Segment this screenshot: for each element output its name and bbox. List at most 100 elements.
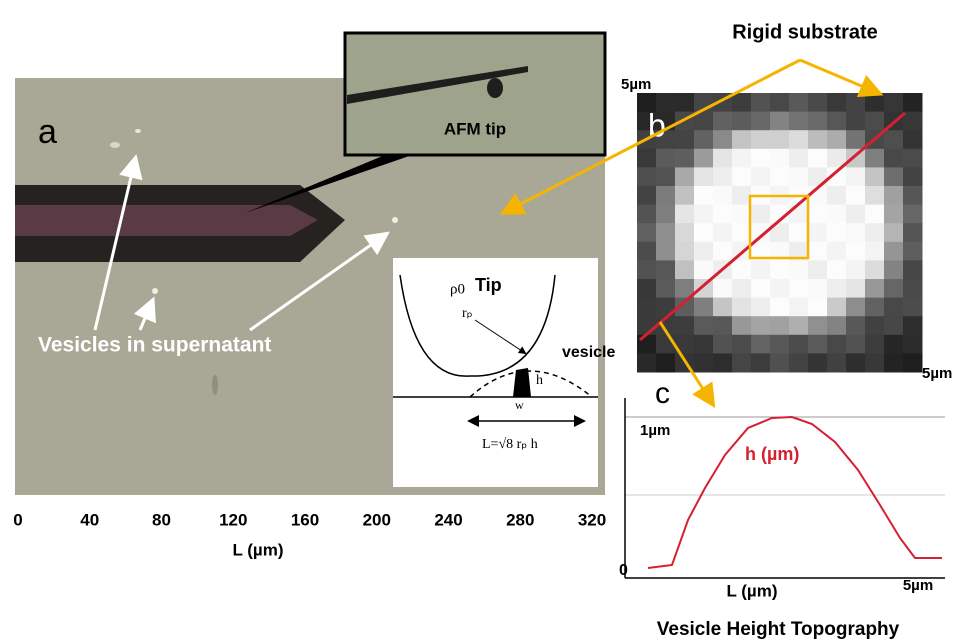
pixel xyxy=(808,279,828,298)
pixel xyxy=(884,260,904,279)
diagram-text: ρ0 xyxy=(450,281,465,297)
pixel xyxy=(846,316,866,335)
pixel xyxy=(903,223,923,242)
pixel xyxy=(713,242,733,261)
pixel xyxy=(903,242,923,261)
pixel xyxy=(846,186,866,205)
pixel xyxy=(808,130,828,149)
x-tick-label: 320 xyxy=(578,510,606,529)
pixel xyxy=(903,335,923,354)
arrow xyxy=(800,60,878,93)
pixel xyxy=(732,93,752,112)
pixel xyxy=(865,242,885,261)
pixel xyxy=(903,205,923,224)
pixel xyxy=(732,316,752,335)
pixel xyxy=(713,335,733,354)
pixel xyxy=(770,260,790,279)
pixel xyxy=(713,149,733,168)
pixel xyxy=(903,298,923,317)
pixel xyxy=(770,167,790,186)
pixel xyxy=(808,242,828,261)
pixel xyxy=(637,167,657,186)
pixel xyxy=(884,353,904,372)
pixel xyxy=(637,223,657,242)
pixel xyxy=(694,260,714,279)
pixel xyxy=(694,298,714,317)
axis-label: 5µm xyxy=(903,577,933,594)
pixel xyxy=(789,279,809,298)
x-tick-label: 40 xyxy=(80,510,99,529)
pixel xyxy=(884,205,904,224)
tip xyxy=(487,78,503,98)
pixel xyxy=(903,260,923,279)
pixel xyxy=(675,149,695,168)
pixel xyxy=(656,223,676,242)
pixel xyxy=(770,279,790,298)
pixel xyxy=(846,335,866,354)
pixel xyxy=(751,93,771,112)
pixel xyxy=(694,353,714,372)
pixel xyxy=(789,260,809,279)
pixel xyxy=(751,112,771,131)
pixel xyxy=(827,260,847,279)
pixel xyxy=(865,260,885,279)
pixel xyxy=(732,130,752,149)
x-tick-label: 120 xyxy=(219,510,247,529)
pixel xyxy=(865,223,885,242)
x-tick-label: 280 xyxy=(506,510,534,529)
pixel xyxy=(713,279,733,298)
pixel xyxy=(903,130,923,149)
x-axis-label: L (µm) xyxy=(726,581,777,600)
x-tick-label: 240 xyxy=(434,510,462,529)
profile-plot xyxy=(625,398,945,578)
pixel xyxy=(808,353,828,372)
pixel xyxy=(713,223,733,242)
pixel xyxy=(808,316,828,335)
pixel xyxy=(827,353,847,372)
pixel xyxy=(865,298,885,317)
pixel xyxy=(732,260,752,279)
inset-label: AFM tip xyxy=(444,119,506,138)
x-tick-label: 0 xyxy=(13,510,22,529)
pixel xyxy=(732,298,752,317)
pixel xyxy=(827,316,847,335)
pixel xyxy=(675,93,695,112)
pixel xyxy=(846,260,866,279)
pixel xyxy=(903,353,923,372)
pixel xyxy=(846,130,866,149)
pixel xyxy=(808,112,828,131)
diagram-text: vesicle xyxy=(562,344,615,361)
pixel xyxy=(846,298,866,317)
pixel xyxy=(694,335,714,354)
pixel xyxy=(751,130,771,149)
pixel xyxy=(884,167,904,186)
diagram-text: h xyxy=(536,373,543,388)
pixel xyxy=(884,298,904,317)
pixel xyxy=(865,353,885,372)
pixel xyxy=(675,260,695,279)
pixel xyxy=(694,242,714,261)
pixel xyxy=(675,316,695,335)
pixel xyxy=(713,186,733,205)
pixel xyxy=(865,149,885,168)
pixel xyxy=(751,298,771,317)
pixel xyxy=(827,130,847,149)
pixel xyxy=(751,353,771,372)
pixel xyxy=(770,130,790,149)
pixel xyxy=(732,205,752,224)
pixel xyxy=(903,149,923,168)
pixel xyxy=(865,335,885,354)
pixel xyxy=(865,186,885,205)
pixel xyxy=(884,242,904,261)
curve-label: h (µm) xyxy=(745,444,799,464)
pixel xyxy=(732,353,752,372)
pixel xyxy=(827,279,847,298)
pixel xyxy=(808,149,828,168)
pixel xyxy=(713,167,733,186)
pixel xyxy=(637,298,657,317)
pixel xyxy=(865,112,885,131)
pixel xyxy=(865,167,885,186)
pixel xyxy=(846,205,866,224)
pixel xyxy=(903,93,923,112)
top-label: Rigid substrate xyxy=(732,21,878,43)
